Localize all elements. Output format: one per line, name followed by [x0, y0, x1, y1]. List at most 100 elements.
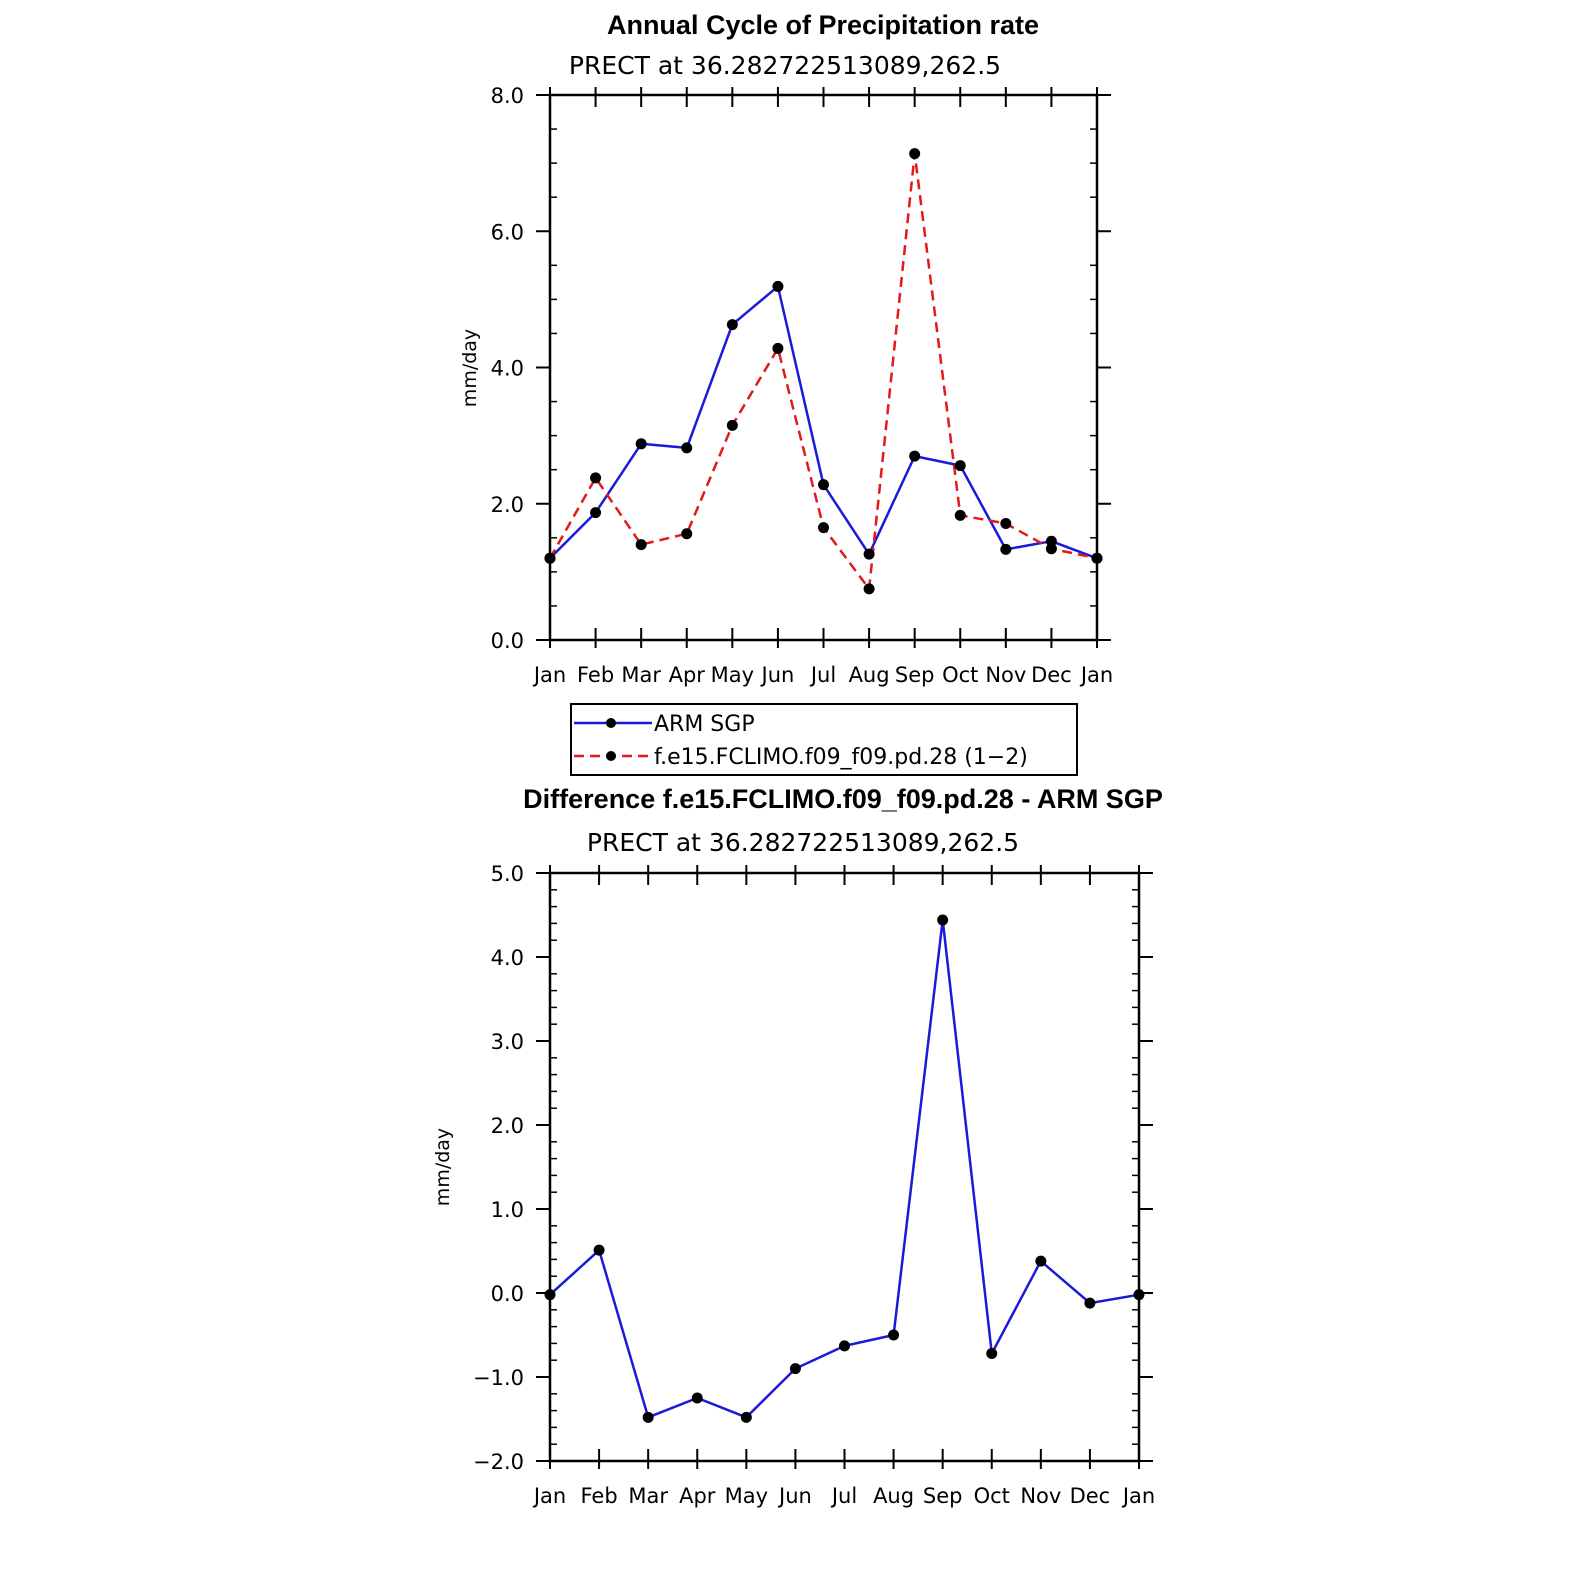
x-tick-label: Apr [669, 663, 706, 687]
x-tick-label: Oct [974, 1484, 1010, 1508]
plot-frame [548, 871, 1141, 1463]
data-point [635, 438, 647, 450]
data-point [1000, 543, 1012, 555]
data-point [1084, 1297, 1096, 1309]
y-axis-label: mm/day [459, 329, 481, 407]
x-tick-label: Jan [1079, 663, 1113, 687]
y-tick-label: 4.0 [491, 357, 524, 381]
legend-marker-model [606, 751, 616, 761]
x-tick-label: May [711, 663, 754, 687]
x-tick-label: Oct [942, 663, 978, 687]
data-point [544, 552, 556, 564]
axis-ticks [536, 865, 1153, 1469]
axis-ticks [536, 87, 1111, 648]
chart-subtitle: PRECT at 36.282722513089,262.5 [569, 51, 1001, 80]
data-point [986, 1347, 998, 1359]
data-point [642, 1411, 654, 1423]
data-point [937, 914, 949, 926]
legend-box [570, 703, 1078, 776]
y-tick-label: 0.0 [491, 1282, 524, 1306]
x-tick-label: Aug [849, 663, 890, 687]
data-point [863, 583, 875, 595]
x-tick-labels: Jan Feb Mar Apr May Jun Jul Aug Sep Oct Nov Dec Jan [532, 1484, 1155, 1508]
legend-marker-arm-sgp [606, 718, 616, 728]
x-tick-label: Jul [809, 663, 836, 687]
y-tick-label: 6.0 [491, 220, 524, 244]
legend: ARM SGP f.e15.FCLIMO.f09_f09.pd.28 (1−2) [570, 703, 1078, 776]
data-point [590, 507, 602, 519]
data-point [954, 460, 966, 472]
data-point [681, 528, 693, 540]
x-tick-label: Aug [873, 1484, 914, 1508]
legend-label-model: f.e15.FCLIMO.f09_f09.pd.28 (1−2) [654, 745, 1028, 770]
x-tick-label: Nov [1020, 1484, 1061, 1508]
data-point [1000, 518, 1012, 530]
data-point [1091, 552, 1103, 564]
x-tick-label: Jan [532, 1484, 566, 1508]
data-point [691, 1392, 703, 1404]
y-tick-label: −2.0 [473, 1450, 524, 1474]
data-point [681, 442, 693, 454]
series-group [544, 148, 1103, 595]
series-line-0 [549, 285, 1098, 560]
y-tick-label: 8.0 [491, 84, 524, 108]
data-point [888, 1329, 900, 1341]
x-tick-labels: Jan Feb Mar Apr May Jun Jul Aug Sep Oct Nov Dec Jan [532, 663, 1113, 687]
data-point [909, 148, 921, 160]
data-point [954, 509, 966, 521]
difference-chart: Difference f.e15.FCLIMO.f09_f09.pd.28 - … [432, 784, 1163, 1508]
data-point [1035, 1255, 1047, 1267]
y-tick-label: 2.0 [491, 493, 524, 517]
y-tick-label: 0.0 [491, 629, 524, 653]
x-tick-label: Feb [580, 1484, 617, 1508]
annual-cycle-chart: Annual Cycle of Precipitation rate PRECT… [459, 10, 1113, 687]
data-point [740, 1411, 752, 1423]
chart-title: Annual Cycle of Precipitation rate [607, 10, 1039, 40]
x-tick-label: Jun [777, 1484, 812, 1508]
data-point [789, 1363, 801, 1375]
x-tick-label: Jun [760, 663, 795, 687]
data-point [590, 472, 602, 484]
y-tick-label: 5.0 [491, 862, 524, 886]
data-point [726, 319, 738, 331]
data-point [726, 419, 738, 431]
plot-frame [548, 93, 1099, 642]
chart-subtitle: PRECT at 36.282722513089,262.5 [587, 828, 1019, 857]
x-tick-label: Nov [985, 663, 1026, 687]
x-tick-label: Dec [1070, 1484, 1111, 1508]
data-point [544, 1289, 556, 1301]
data-point [863, 548, 875, 560]
x-tick-label: Sep [923, 1484, 963, 1508]
x-tick-label: Jan [1121, 1484, 1155, 1508]
data-point [818, 479, 829, 491]
x-tick-label: Sep [895, 663, 935, 687]
y-tick-label: 2.0 [491, 1114, 524, 1138]
series-group [544, 914, 1145, 1423]
y-tick-label: 1.0 [491, 1198, 524, 1222]
data-point [909, 450, 921, 462]
x-tick-label: May [725, 1484, 768, 1508]
data-point [1133, 1289, 1145, 1301]
x-tick-label: Mar [628, 1484, 668, 1508]
data-point [772, 342, 784, 354]
chart-title: Difference f.e15.FCLIMO.f09_f09.pd.28 - … [523, 784, 1163, 814]
x-tick-label: Dec [1031, 663, 1072, 687]
legend-label-arm-sgp: ARM SGP [654, 712, 755, 737]
data-point [593, 1244, 605, 1256]
data-point [818, 522, 829, 534]
x-tick-label: Feb [577, 663, 614, 687]
x-tick-label: Apr [679, 1484, 716, 1508]
y-tick-label: −1.0 [473, 1366, 524, 1390]
x-tick-label: Jan [532, 663, 566, 687]
data-point [839, 1340, 850, 1352]
x-tick-label: Jul [830, 1484, 857, 1508]
data-point [635, 539, 647, 551]
y-axis-label: mm/day [432, 1128, 454, 1206]
data-point [772, 280, 784, 292]
y-tick-label: 4.0 [491, 946, 524, 970]
y-tick-label: 3.0 [491, 1030, 524, 1054]
data-point [1045, 543, 1057, 555]
x-tick-label: Mar [621, 663, 661, 687]
y-tick-labels: 0.0 2.0 4.0 6.0 8.0 [491, 84, 524, 653]
